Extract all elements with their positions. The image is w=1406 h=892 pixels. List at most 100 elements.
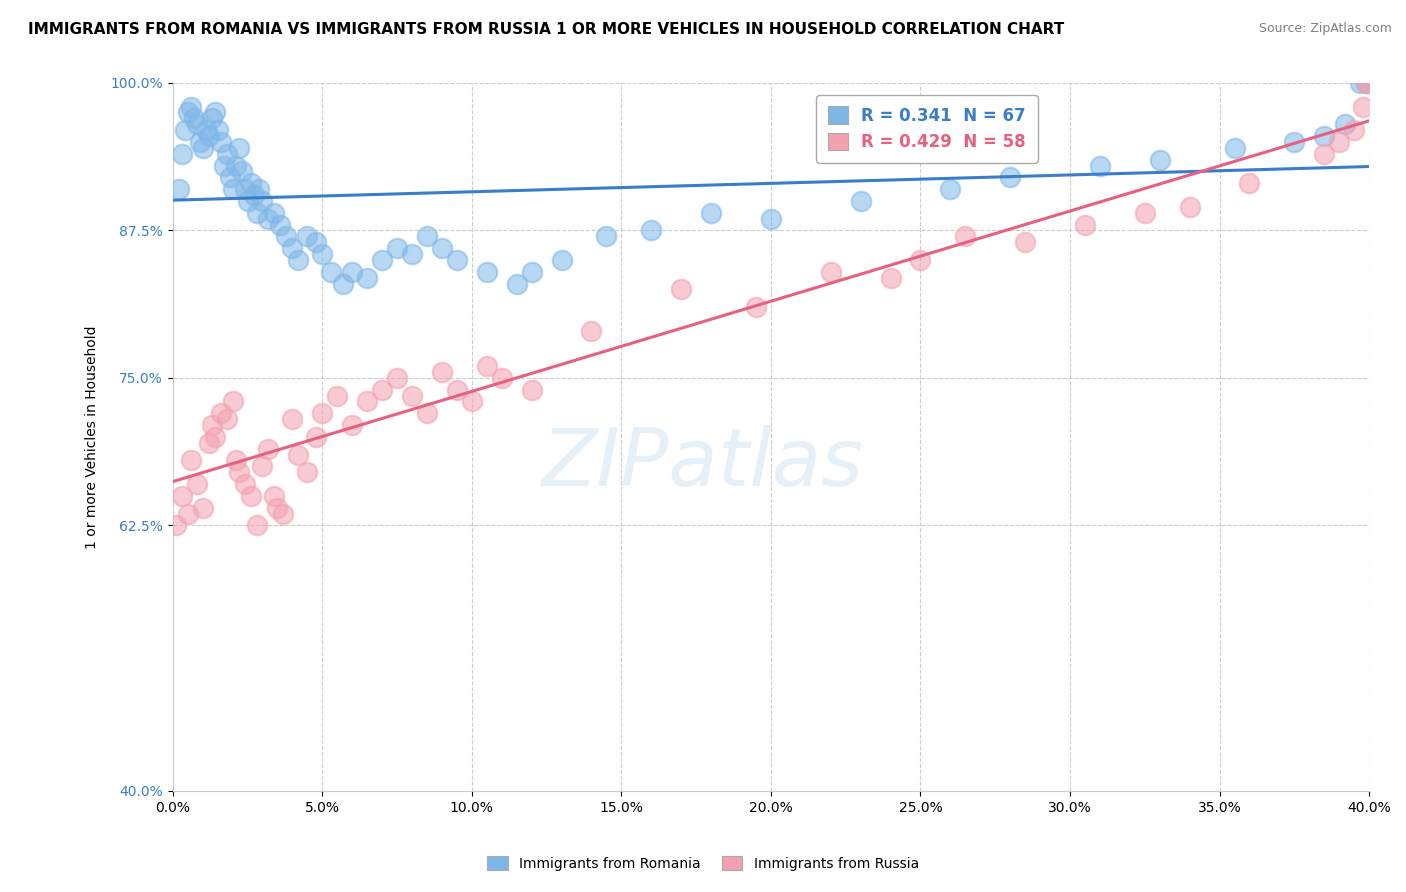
Point <box>170 146 193 161</box>
Point <box>263 205 285 219</box>
Point <box>520 265 543 279</box>
Point <box>1014 235 1036 250</box>
Point <box>595 229 617 244</box>
Point <box>1074 218 1097 232</box>
Point <box>430 241 453 255</box>
Point <box>640 223 662 237</box>
Point <box>281 241 304 255</box>
Point <box>225 159 247 173</box>
Point <box>276 229 298 244</box>
Point <box>257 442 280 456</box>
Point <box>252 194 274 208</box>
Point <box>1355 76 1378 90</box>
Point <box>461 394 484 409</box>
Point <box>180 453 202 467</box>
Point <box>475 359 498 373</box>
Point <box>297 229 319 244</box>
Point <box>311 247 333 261</box>
Legend: Immigrants from Romania, Immigrants from Russia: Immigrants from Romania, Immigrants from… <box>482 850 924 876</box>
Point <box>401 388 423 402</box>
Point <box>1000 170 1022 185</box>
Point <box>305 235 328 250</box>
Point <box>446 252 468 267</box>
Point <box>1239 176 1261 190</box>
Point <box>245 205 267 219</box>
Point <box>491 371 513 385</box>
Point <box>239 176 262 190</box>
Point <box>197 129 219 144</box>
Point <box>239 489 262 503</box>
Point <box>191 141 214 155</box>
Legend: R = 0.341  N = 67, R = 0.429  N = 58: R = 0.341 N = 67, R = 0.429 N = 58 <box>817 95 1038 163</box>
Point <box>281 412 304 426</box>
Point <box>326 388 349 402</box>
Point <box>167 182 190 196</box>
Point <box>581 324 603 338</box>
Point <box>1088 159 1111 173</box>
Point <box>820 265 842 279</box>
Point <box>188 135 211 149</box>
Point <box>228 465 250 479</box>
Point <box>1223 141 1246 155</box>
Point <box>204 430 226 444</box>
Point <box>401 247 423 261</box>
Point <box>939 182 962 196</box>
Point <box>191 500 214 515</box>
Point <box>183 112 205 126</box>
Point <box>209 135 232 149</box>
Point <box>446 383 468 397</box>
Point <box>1133 205 1156 219</box>
Point <box>273 507 295 521</box>
Point <box>1284 135 1306 149</box>
Point <box>225 453 247 467</box>
Point <box>236 194 259 208</box>
Point <box>186 477 208 491</box>
Point <box>1334 117 1357 131</box>
Y-axis label: 1 or more Vehicles in Household: 1 or more Vehicles in Household <box>86 326 100 549</box>
Point <box>671 282 693 296</box>
Text: ZIPatlas: ZIPatlas <box>541 425 865 503</box>
Point <box>385 241 408 255</box>
Text: Source: ZipAtlas.com: Source: ZipAtlas.com <box>1258 22 1392 36</box>
Point <box>879 270 901 285</box>
Point <box>550 252 572 267</box>
Point <box>745 300 768 314</box>
Point <box>194 123 217 137</box>
Point <box>1149 153 1171 167</box>
Point <box>177 507 200 521</box>
Point <box>228 141 250 155</box>
Point <box>700 205 723 219</box>
Point <box>1343 123 1365 137</box>
Point <box>242 188 264 202</box>
Point <box>186 117 208 131</box>
Point <box>371 383 394 397</box>
Point <box>221 394 243 409</box>
Point <box>356 270 378 285</box>
Point <box>759 211 782 226</box>
Point <box>1329 135 1351 149</box>
Point <box>218 170 240 185</box>
Point <box>520 383 543 397</box>
Point <box>287 252 309 267</box>
Point <box>257 211 280 226</box>
Point <box>321 265 343 279</box>
Point <box>231 164 253 178</box>
Point <box>269 218 291 232</box>
Point <box>910 252 932 267</box>
Point <box>233 182 256 196</box>
Point <box>342 265 364 279</box>
Point <box>266 500 288 515</box>
Point <box>430 365 453 379</box>
Point <box>1348 76 1371 90</box>
Point <box>1353 99 1375 113</box>
Point <box>215 412 238 426</box>
Point <box>332 277 354 291</box>
Point <box>416 406 439 420</box>
Point <box>1313 129 1336 144</box>
Point <box>305 430 328 444</box>
Point <box>506 277 529 291</box>
Point <box>201 418 224 433</box>
Point <box>177 105 200 120</box>
Point <box>385 371 408 385</box>
Text: IMMIGRANTS FROM ROMANIA VS IMMIGRANTS FROM RUSSIA 1 OR MORE VEHICLES IN HOUSEHOL: IMMIGRANTS FROM ROMANIA VS IMMIGRANTS FR… <box>28 22 1064 37</box>
